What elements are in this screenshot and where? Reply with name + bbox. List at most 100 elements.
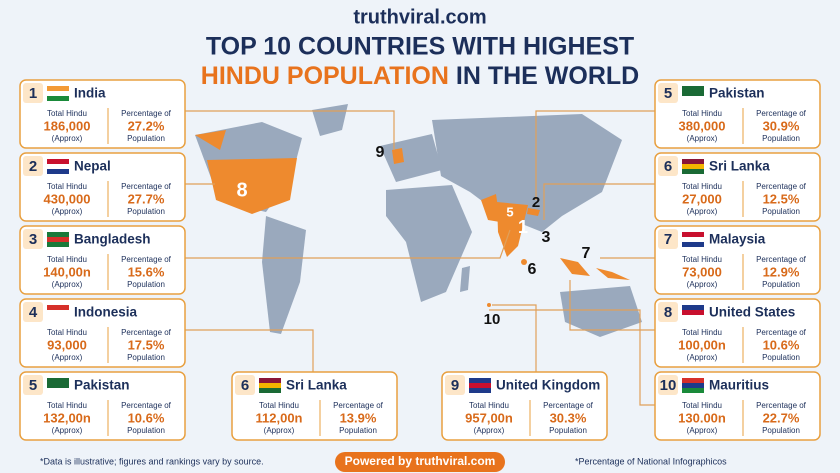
map-label: 5 [506,204,513,219]
pct-label: Percentage of [121,109,172,118]
total-value: 100,00n [678,337,726,352]
flag-stripe [682,388,704,393]
flag-stripe [47,169,69,174]
flag-stripe [682,86,704,91]
flag-stripe [682,159,704,164]
total-value: 130.00n [678,410,726,425]
rank: 8 [664,304,672,321]
total-label: Total Hindu [47,255,87,264]
flag-stripe [259,383,281,388]
rank-box [23,156,43,176]
pct-value: 10.6% [128,410,165,425]
pct-label: Percentage of [756,401,807,410]
country-name: Sri Lanka [286,378,347,393]
rank: 6 [241,377,249,394]
rank-box [658,375,678,395]
approx-label: (Approx) [687,207,718,216]
approx-label: (Approx) [52,134,83,143]
rank-box [23,302,43,322]
flag-stripe [47,383,69,388]
pct-label: Percentage of [756,109,807,118]
total-value: 380,000 [679,118,726,133]
rank-box [445,375,465,395]
flag-stripe [682,164,704,169]
total-label: Total Hindu [682,109,722,118]
pct-value: 27.7% [128,191,165,206]
approx-label: (Approx) [52,280,83,289]
pct-value: 30.3% [550,410,587,425]
country-card: 9 United Kingdom Total Hindu957,00n(Approx… [441,371,608,441]
population-label: Population [762,353,800,362]
rank: 9 [451,377,459,394]
pct-label: Percentage of [121,328,172,337]
pct-label: Percentage of [756,328,807,337]
total-value: 112,00n [256,410,303,425]
pct-value: 12.5% [763,191,800,206]
pct-value: 17.5% [128,337,165,352]
population-label: Population [762,280,800,289]
rank-box [658,156,678,176]
country-name: Indonesia [74,305,138,320]
flag-stripe [47,378,69,383]
pct-label: Percentage of [121,182,172,191]
pct-value: 13.9% [340,410,377,425]
total-label: Total Hindu [47,401,87,410]
flag-stripe [47,96,69,101]
total-label: Total Hindu [682,328,722,337]
population-label: Population [762,426,800,435]
flag-stripe [47,242,69,247]
pct-label: Percentage of [121,401,172,410]
pct-value: 27.2% [128,118,165,133]
flag-stripe [469,383,491,388]
rank: 4 [29,304,38,321]
total-value: 93,000 [47,337,87,352]
pct-value: 10.6% [763,337,800,352]
approx-label: (Approx) [474,426,505,435]
flag-stripe [47,86,69,91]
rank: 10 [660,377,677,394]
flag-stripe [682,315,704,320]
rank: 5 [664,85,672,102]
flag-stripe [682,237,704,242]
rank: 6 [664,158,672,175]
rank: 5 [29,377,37,394]
world-map [195,104,642,337]
pct-label: Percentage of [756,182,807,191]
total-label: Total Hindu [682,401,722,410]
pct-value: 12.9% [763,264,800,279]
flag-stripe [47,315,69,320]
population-label: Population [549,426,587,435]
total-label: Total Hindu [47,328,87,337]
rank-box [235,375,255,395]
approx-label: (Approx) [687,134,718,143]
map-label: 9 [376,144,385,161]
country-name: Pakistan [709,86,765,101]
map-label: 3 [542,229,551,246]
population-label: Population [127,353,165,362]
pct-label: Percentage of [756,255,807,264]
pct-value: 22.7% [763,410,800,425]
map-label: 6 [528,261,537,278]
flag-stripe [47,159,69,164]
approx-label: (Approx) [687,353,718,362]
country-name: Nepal [74,159,111,174]
population-label: Population [127,280,165,289]
total-label: Total Hindu [682,255,722,264]
total-value: 957,00n [465,410,513,425]
rank-box [658,302,678,322]
rank: 7 [664,231,672,248]
rank-box [23,375,43,395]
population-label: Population [127,134,165,143]
flag-stripe [47,305,69,310]
title-highlight: HINDU POPULATION [201,62,449,90]
flag-stripe [682,242,704,247]
flag-stripe [682,383,704,388]
approx-label: (Approx) [52,353,83,362]
country-name: Sri Lanka [709,159,770,174]
total-label: Total Hindu [259,401,299,410]
